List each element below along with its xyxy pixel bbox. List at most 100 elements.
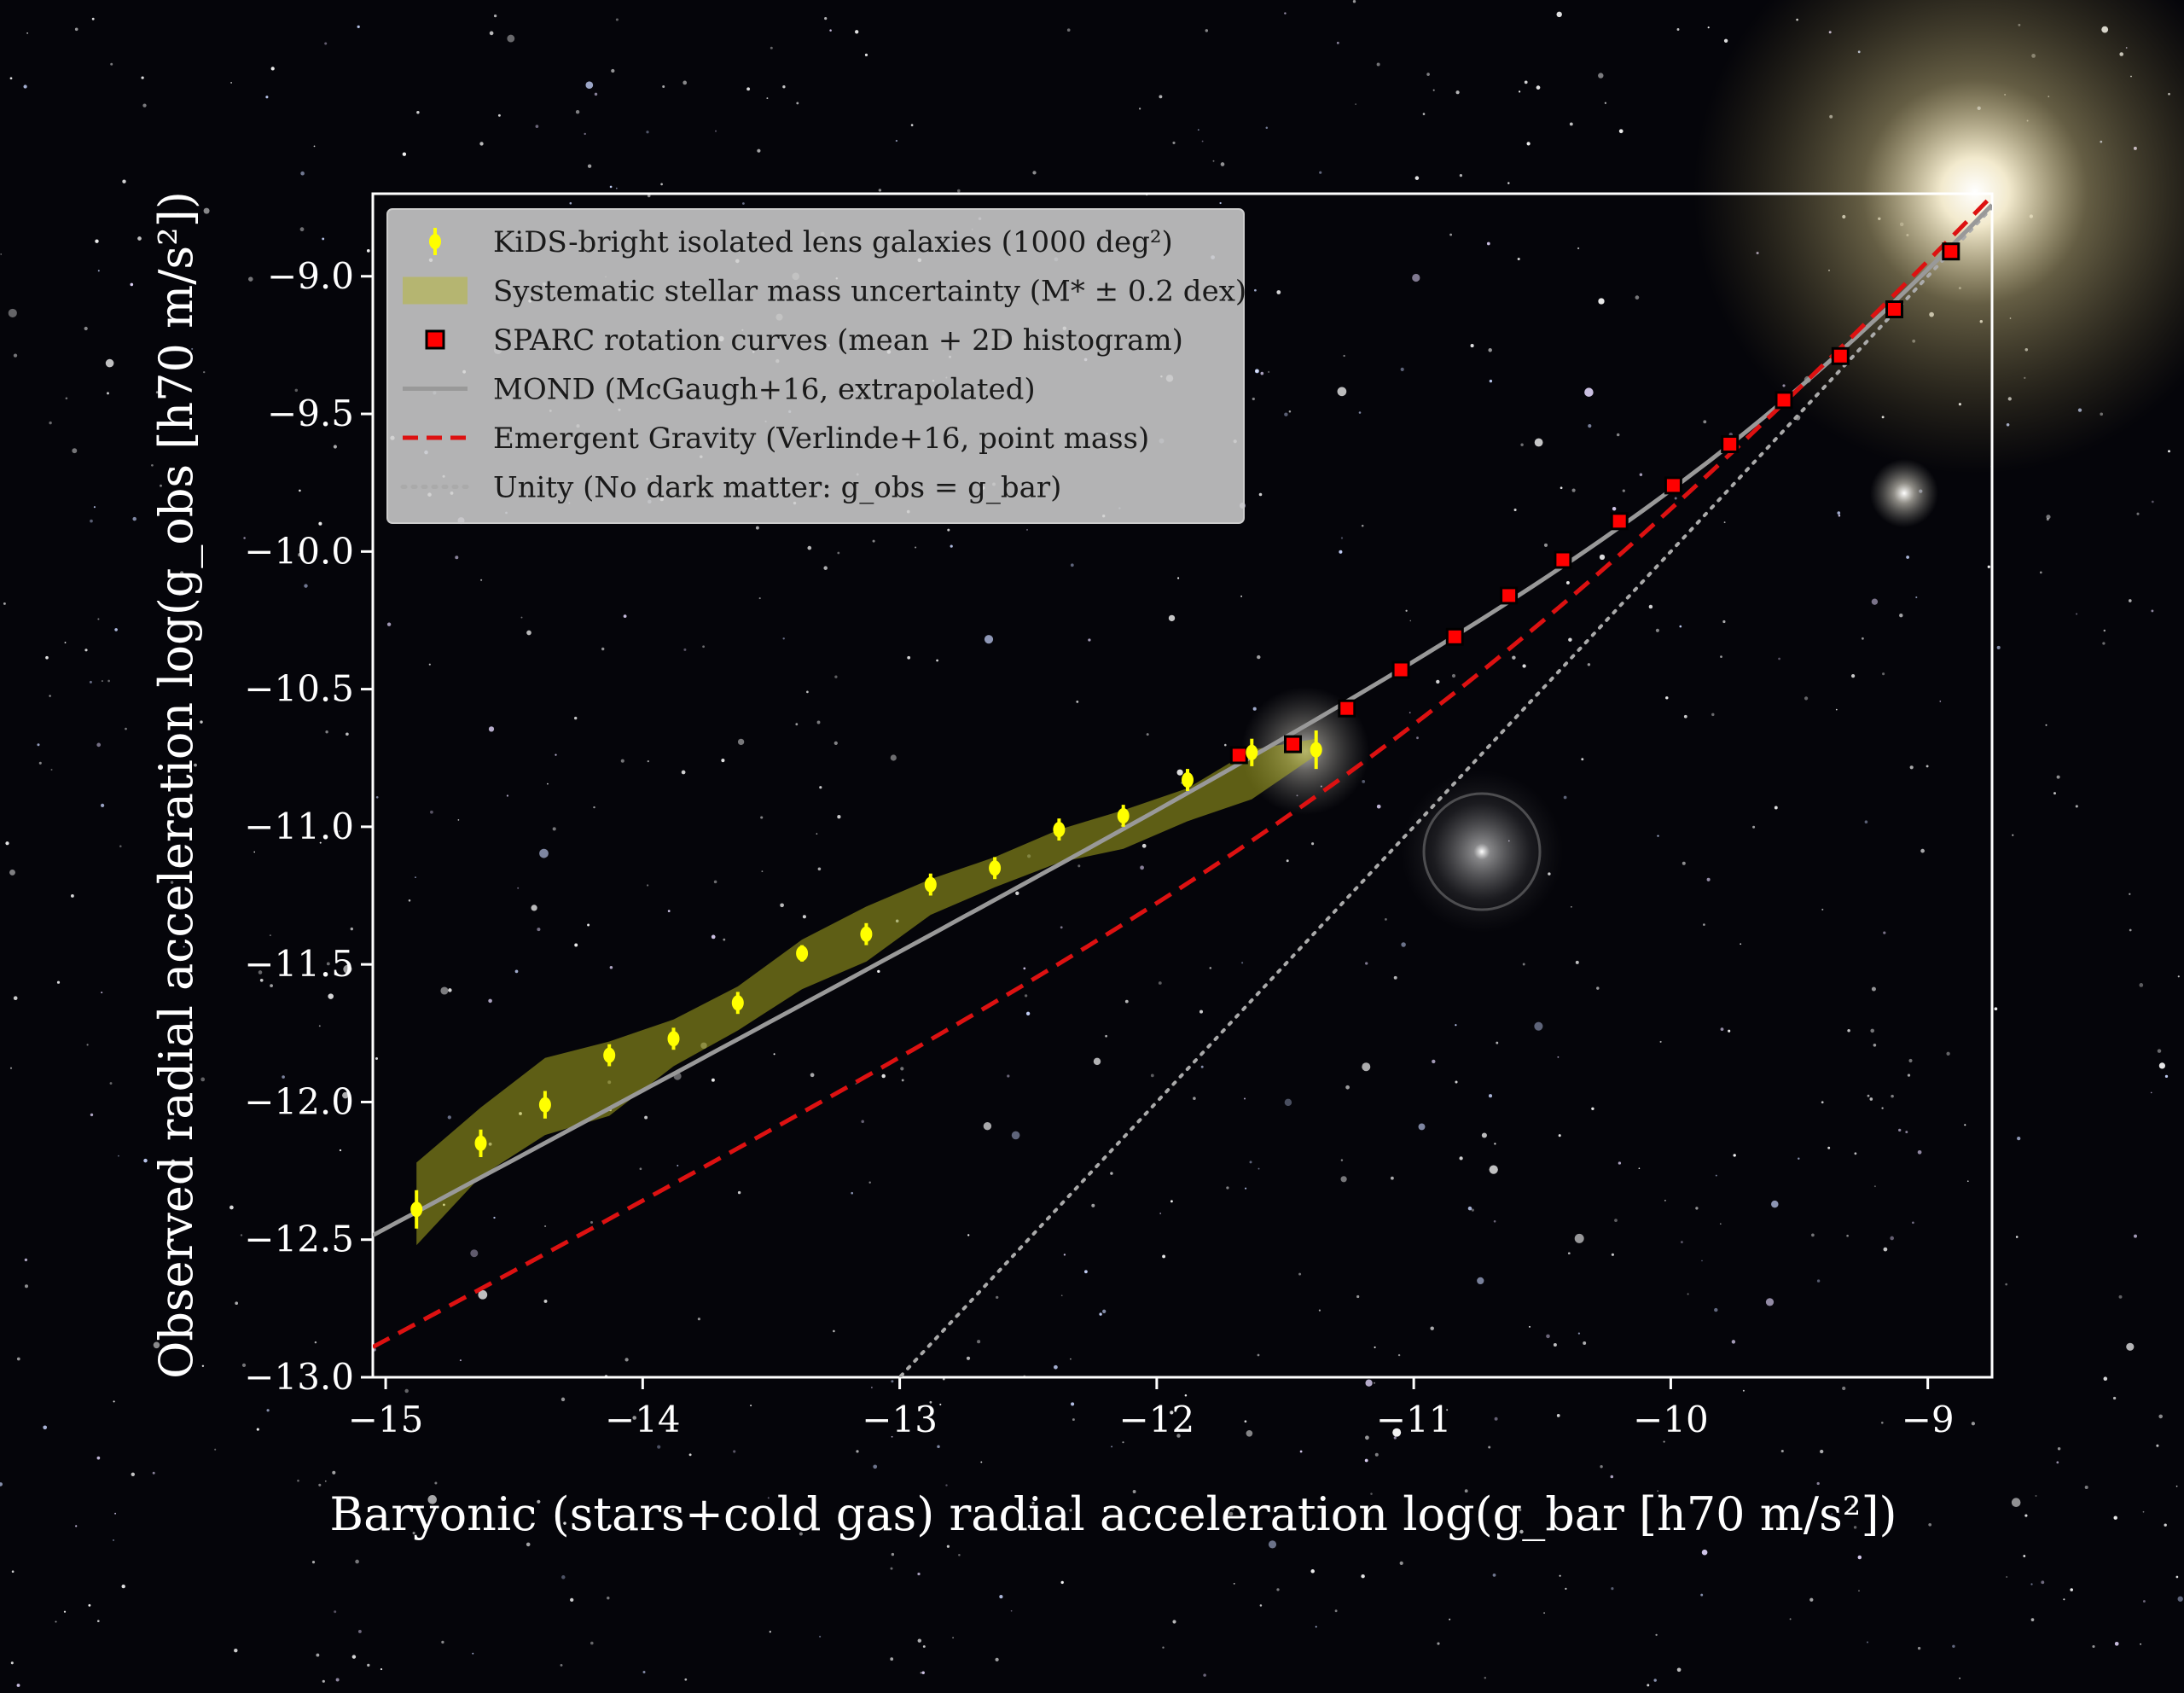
star [1584,387,1594,397]
star [539,848,549,858]
star [386,622,392,626]
legend-band-swatch [403,276,468,305]
star [1835,708,1838,711]
star [1622,489,1625,492]
star [342,1091,349,1099]
star [1952,1644,1955,1649]
y-tick-label: −13.0 [244,1356,354,1398]
star [1201,140,1204,143]
star [314,1341,317,1344]
star [1571,488,1576,492]
star [996,1295,999,1300]
star [711,1078,715,1082]
star [1780,1449,1784,1453]
star [137,236,142,241]
star [1031,1501,1035,1505]
sparc-point [1391,660,1410,679]
star [357,1629,362,1633]
star [38,761,42,765]
star [1513,508,1517,512]
star [1449,1618,1451,1620]
star [1526,142,1531,146]
star [1365,962,1368,965]
star [1060,1580,1064,1585]
star [313,145,316,148]
star [1140,865,1144,870]
star [142,103,147,108]
star [1971,1422,1976,1426]
star [24,1284,29,1289]
star [851,1191,854,1195]
star [1374,1452,1379,1457]
star [824,17,828,20]
star [229,1205,234,1210]
star [1451,673,1456,678]
star [304,584,308,588]
star [1867,1094,1870,1097]
star [1365,1435,1369,1440]
star [1920,848,1925,853]
star [855,30,859,34]
star [258,970,263,974]
star [1700,1593,1704,1597]
kids-point [474,1135,487,1151]
star [1959,1677,1960,1679]
star [1111,1446,1113,1448]
star [23,84,27,89]
star [761,870,764,873]
star [270,67,275,71]
star [121,1584,125,1589]
legend-entry: Unity (No dark matter: g_obs = g_bar) [400,471,1061,505]
star [256,1428,259,1431]
star [113,1539,114,1541]
star [1455,90,1460,95]
star [131,1472,135,1477]
star [2103,1376,2108,1381]
star [1240,595,1242,597]
star [266,1409,270,1412]
star [1857,1555,1862,1560]
star [1618,129,1623,134]
star [200,720,203,724]
legend-entry: KiDS-bright isolated lens galaxies (1000… [429,225,1173,259]
star [1370,1492,1373,1495]
star [1614,1219,1618,1222]
y-tick-label: −12.0 [244,1080,354,1122]
star [537,928,541,932]
star [1862,637,1864,640]
star [587,164,592,168]
star [1512,655,1516,660]
star [2102,642,2106,645]
legend-label: Unity (No dark matter: g_obs = g_bar) [493,471,1061,505]
star [176,212,180,217]
star [671,1509,675,1513]
star [864,53,868,57]
star [2103,629,2106,632]
star [2039,571,2042,574]
star [1184,1394,1188,1397]
star [1655,1633,1658,1637]
star [493,1216,496,1219]
star [1464,1489,1468,1493]
star [2046,515,2051,520]
star [609,185,613,189]
star [2015,1236,2018,1238]
star [2112,1396,2117,1400]
star [1816,1481,1820,1486]
star [90,1113,94,1117]
star [1492,1574,1496,1577]
star [343,964,352,974]
star [1412,273,1420,282]
star [574,943,578,947]
star [265,96,269,99]
star [1432,1059,1436,1064]
star [49,695,51,697]
star [660,183,663,186]
star [16,1357,20,1361]
star [1399,1561,1403,1566]
star [2151,500,2154,503]
star [294,388,299,393]
star [834,675,838,678]
star [65,397,68,400]
star [770,46,773,49]
